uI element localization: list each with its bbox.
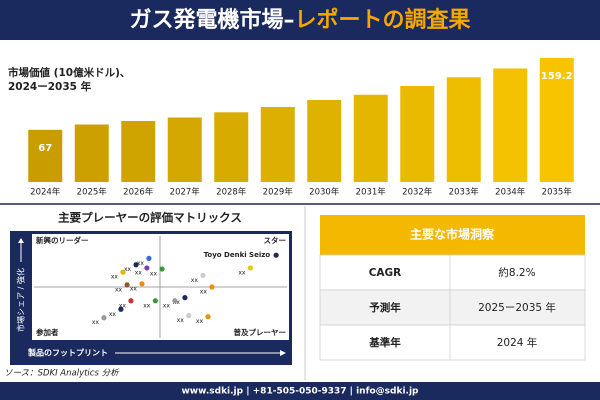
player-point xyxy=(128,298,134,304)
bar xyxy=(307,99,342,182)
player-label: xx xyxy=(238,269,246,276)
x-tick-label: 2035年 xyxy=(542,187,573,198)
x-tick-label: 2024年 xyxy=(30,187,61,198)
bar xyxy=(260,106,295,182)
player-point xyxy=(120,269,126,275)
x-tick-label: 2029年 xyxy=(263,187,294,198)
player-point xyxy=(182,295,188,301)
bar xyxy=(74,124,109,182)
quadrant-label: 参加者 xyxy=(36,327,59,337)
x-tick-label: 2033年 xyxy=(449,187,480,198)
player-point xyxy=(133,262,139,268)
player-label: Toyo Denki Seizo xyxy=(204,251,271,259)
footer-contact: www.sdki.jp | +81-505-050-9337 | info@sd… xyxy=(181,387,419,397)
x-tick-label: 2027年 xyxy=(170,187,201,198)
axis-arrow-head xyxy=(280,350,286,356)
bar xyxy=(214,112,249,182)
player-point xyxy=(200,272,206,278)
player-label: xx xyxy=(177,317,185,324)
table-row xyxy=(319,324,586,361)
table-row xyxy=(319,289,586,326)
player-label: xx xyxy=(109,311,117,318)
player-label: xx xyxy=(191,277,199,284)
player-point xyxy=(139,281,145,287)
player-point xyxy=(186,313,192,319)
player-label: xx xyxy=(111,274,119,281)
x-axis-label: 製品のフットプリント xyxy=(27,348,108,358)
player-label: xx xyxy=(196,318,204,325)
player-label: xx xyxy=(135,269,143,276)
player-label: xx xyxy=(124,266,132,273)
x-tick-label: 2032年 xyxy=(402,187,433,198)
table-value: 約8.2% xyxy=(498,266,535,279)
matrix-title: 主要プレーヤーの評価マトリックス xyxy=(58,211,242,225)
x-tick-label: 2034年 xyxy=(495,187,526,198)
player-point xyxy=(159,266,165,272)
x-tick-label: 2031年 xyxy=(356,187,387,198)
bar xyxy=(167,117,202,182)
source-note: ソース：SDKI Analytics 分析 xyxy=(4,368,120,379)
player-label: xx xyxy=(137,260,145,267)
bar xyxy=(400,85,435,182)
player-point xyxy=(209,284,215,290)
bar xyxy=(28,129,63,182)
player-point xyxy=(118,306,124,312)
x-tick-label: 2026年 xyxy=(123,187,154,198)
quadrant-label: 普及プレーヤー xyxy=(234,327,287,337)
value-label: 159.2 xyxy=(541,71,573,82)
bar xyxy=(493,68,528,182)
x-tick-label: 2030年 xyxy=(309,187,340,198)
y-axis-label: 市場シェア / 強化 xyxy=(16,268,26,332)
player-point xyxy=(146,255,152,261)
chart-subtitle: 市場価値 (10億米ドル)、 xyxy=(8,66,130,79)
player-label: xx xyxy=(115,286,123,293)
title-part1: ガス発電機市場– xyxy=(129,7,294,33)
player-label: xx xyxy=(163,302,171,309)
table-key: CAGR xyxy=(369,267,402,279)
title-part2: レポートの調査果 xyxy=(295,7,471,33)
x-tick-label: 2028年 xyxy=(216,187,247,198)
header-bar xyxy=(0,0,600,40)
chart-subtitle: 2024ー2035 年 xyxy=(8,80,92,93)
table-value: 2025ー2035 年 xyxy=(478,301,556,314)
quadrant-label: スター xyxy=(264,235,287,245)
player-point xyxy=(101,315,107,321)
player-point xyxy=(273,252,279,258)
player-label: xx xyxy=(143,302,151,309)
player-point xyxy=(124,282,130,288)
player-label: xx xyxy=(150,270,158,277)
player-point xyxy=(144,265,150,271)
player-label: xx xyxy=(119,302,127,309)
table-key: 予測年 xyxy=(369,301,401,314)
table-value: 2024 年 xyxy=(497,336,538,349)
table-title: 主要な市場洞察 xyxy=(410,227,495,242)
player-point xyxy=(205,314,211,320)
header-title: ガス発電機市場–レポートの調査果 xyxy=(129,7,470,33)
value-label: 67 xyxy=(38,143,52,154)
bar xyxy=(121,121,156,182)
table-header xyxy=(320,215,585,255)
player-label: xx xyxy=(130,285,138,292)
player-point xyxy=(247,265,254,271)
bar xyxy=(353,94,388,182)
player-label: xx xyxy=(200,289,208,296)
bar xyxy=(539,58,574,182)
bar xyxy=(446,77,481,182)
player-point xyxy=(172,298,178,304)
axis-arrow-head xyxy=(18,238,24,243)
quadrant-label: 新興のリーダー xyxy=(36,235,89,245)
player-point xyxy=(152,298,158,304)
table-row xyxy=(319,254,586,291)
table-key: 基準年 xyxy=(368,336,401,349)
footer-bar xyxy=(0,382,600,400)
player-label: xx xyxy=(92,319,100,326)
x-tick-label: 2025年 xyxy=(77,187,108,198)
